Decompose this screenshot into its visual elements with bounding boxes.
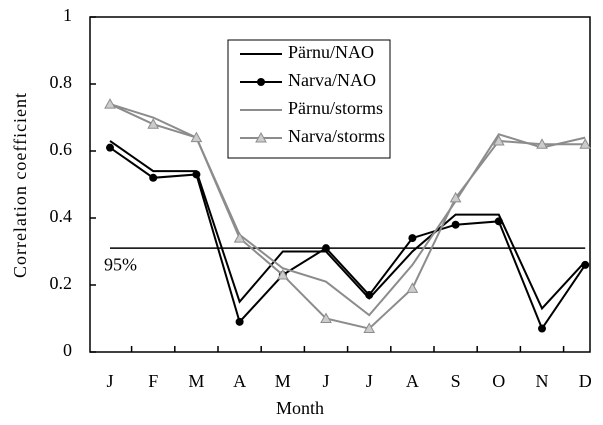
x-tick-label: J xyxy=(106,371,113,391)
data-point xyxy=(581,260,590,269)
x-tick-label: N xyxy=(536,371,549,391)
legend-label: Pärnu/storms xyxy=(288,98,383,118)
threshold-label: 95% xyxy=(104,254,137,274)
y-axis-label: Correlation coefficient xyxy=(10,92,30,278)
data-point xyxy=(579,138,592,149)
data-point xyxy=(104,98,116,109)
y-tick-label: 0 xyxy=(63,340,72,360)
data-point xyxy=(192,170,201,179)
data-point xyxy=(363,322,376,334)
x-tick-label: M xyxy=(188,371,204,391)
data-point xyxy=(451,220,460,229)
data-point xyxy=(406,282,419,293)
legend-label: Pärnu/NAO xyxy=(288,42,374,62)
y-tick-label: 0.6 xyxy=(50,139,73,159)
series-line xyxy=(109,146,587,331)
data-point xyxy=(322,244,330,253)
y-tick-label: 0.2 xyxy=(50,273,73,293)
y-tick-label: 0.8 xyxy=(50,72,73,92)
data-point xyxy=(106,143,114,152)
data-point xyxy=(449,191,462,203)
data-point xyxy=(276,268,289,280)
x-tick-label: S xyxy=(451,371,461,391)
x-tick-label: M xyxy=(275,371,291,391)
series-line xyxy=(109,103,586,317)
x-tick-label: O xyxy=(492,371,505,391)
x-tick-label: A xyxy=(406,371,419,391)
legend-marker xyxy=(257,78,265,86)
data-point xyxy=(149,173,158,182)
series-line xyxy=(109,140,586,311)
y-tick-label: 1 xyxy=(63,5,72,25)
data-point xyxy=(233,232,246,243)
legend-label: Narva/storms xyxy=(288,126,385,146)
x-tick-label: J xyxy=(366,371,373,391)
x-tick-label: F xyxy=(148,371,158,391)
series-line xyxy=(109,103,586,330)
data-point xyxy=(320,312,332,323)
legend-marker xyxy=(255,131,267,143)
x-tick-label: D xyxy=(579,371,592,391)
data-point xyxy=(365,291,374,300)
plot-frame xyxy=(89,16,591,353)
x-tick-label: J xyxy=(322,371,329,391)
data-point xyxy=(492,134,505,146)
y-tick-label: 0.4 xyxy=(50,206,73,226)
legend-label: Narva/NAO xyxy=(288,70,376,90)
x-axis-label: Month xyxy=(276,398,324,418)
data-point xyxy=(494,217,503,226)
data-point xyxy=(536,138,548,149)
data-point xyxy=(235,317,244,326)
data-point xyxy=(538,324,546,333)
data-point xyxy=(147,118,160,129)
data-point xyxy=(190,131,203,143)
x-tick-label: A xyxy=(233,371,246,391)
data-point xyxy=(408,234,417,243)
